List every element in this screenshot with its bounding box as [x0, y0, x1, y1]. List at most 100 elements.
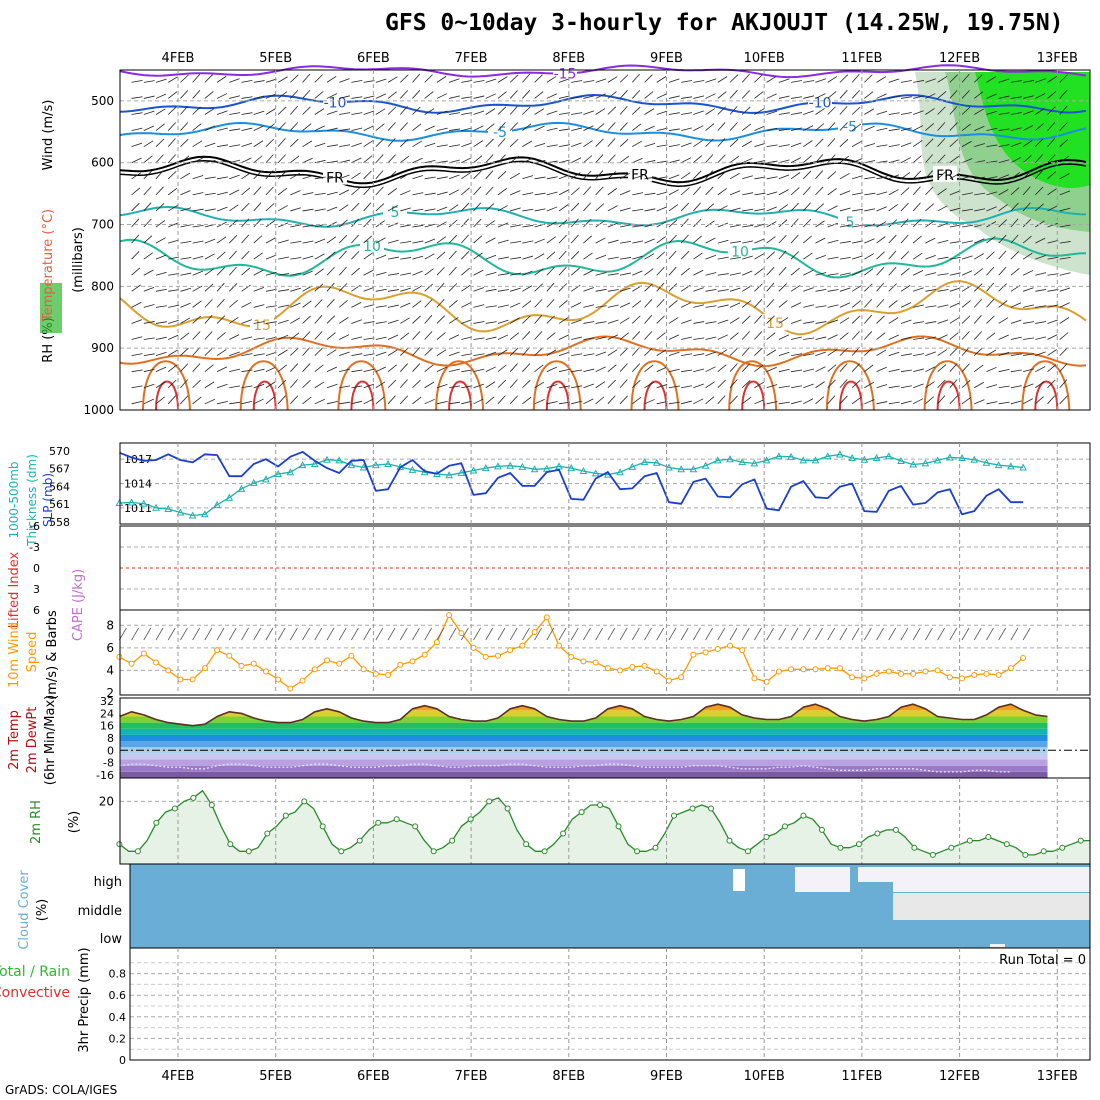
wind-barb — [827, 154, 836, 164]
wind-barb — [668, 128, 680, 131]
wind-barb — [436, 401, 448, 405]
thickness-marker — [872, 453, 881, 462]
wind-barb — [851, 73, 860, 83]
wind-barb — [912, 252, 923, 260]
wind-barb — [522, 396, 532, 405]
isotherm-label: 15 — [253, 318, 271, 334]
wind-barb — [351, 250, 360, 260]
wind-barb — [461, 353, 473, 356]
wind-barb — [522, 379, 531, 389]
wind-barb — [619, 379, 628, 389]
wind-barb — [155, 154, 164, 163]
wind-barb — [509, 395, 518, 405]
wind-barb — [632, 90, 641, 99]
surface-wind-barb — [595, 627, 604, 641]
wind-barb — [265, 220, 276, 228]
wind-barb — [302, 224, 314, 228]
wind-barb — [595, 254, 607, 260]
wind-barb — [595, 272, 607, 276]
wind-barb — [851, 315, 861, 324]
wind-barb — [607, 273, 619, 276]
wind-barb — [619, 363, 628, 372]
wind-barb — [265, 305, 277, 308]
wind-barb — [449, 385, 461, 389]
wind-barb — [143, 321, 155, 324]
wind-barb — [607, 364, 617, 372]
wind-speed-marker — [641, 662, 648, 669]
wind-barb — [1035, 381, 1045, 389]
surface-wind-barb — [155, 627, 164, 641]
wind-barb — [864, 108, 874, 115]
wind-barb — [570, 251, 580, 260]
wind-barb — [473, 235, 483, 244]
wind-barb — [754, 238, 765, 244]
wind-barb — [937, 379, 946, 389]
wind-barb — [265, 203, 275, 212]
wind-barb — [766, 191, 778, 196]
pressure-tick-label: 900 — [91, 341, 114, 355]
wind-barb — [277, 76, 288, 83]
wind-barb — [632, 208, 644, 212]
wind-barb — [900, 353, 912, 356]
wind-barb — [192, 255, 204, 260]
wind-barb — [363, 80, 375, 83]
wind-barb — [729, 105, 738, 115]
wind-speed-marker — [226, 652, 233, 659]
wind-barb — [741, 106, 751, 115]
wind-barb — [839, 395, 848, 405]
wind-barb — [571, 157, 582, 164]
wind-barb — [534, 142, 546, 148]
surface-wind-barb — [570, 627, 579, 641]
wind-barb — [1022, 218, 1032, 228]
wind-barb — [241, 319, 252, 324]
wind-barb — [143, 110, 155, 115]
wind-barb — [998, 159, 1010, 164]
wind-barb — [937, 334, 948, 340]
rh2m-marker — [134, 848, 141, 855]
wind-barb — [668, 368, 680, 373]
wind-barb — [363, 218, 372, 228]
wind-barb — [253, 368, 265, 373]
wind-speed-marker — [385, 671, 392, 678]
wind-barb — [827, 364, 837, 372]
wind-barb — [558, 300, 568, 308]
wind-barb — [1047, 122, 1056, 131]
wind-barb — [742, 192, 754, 196]
wind-barb — [607, 91, 617, 99]
wind-barb — [693, 337, 705, 340]
wind-barb — [888, 317, 899, 324]
surface-wind-barb — [656, 627, 665, 641]
wind-barb — [619, 74, 629, 83]
thickness-marker — [982, 458, 991, 466]
wind-barb — [778, 266, 787, 276]
wind-barb — [595, 396, 605, 405]
wind-barb — [1047, 319, 1059, 324]
wind-barb — [766, 160, 778, 164]
lifted-index-tick-label: -6 — [29, 520, 40, 533]
wind-barb — [815, 93, 826, 99]
wind-barb — [143, 252, 153, 260]
wind-barb — [742, 224, 754, 228]
wind-barb — [473, 186, 482, 196]
wind-barb — [375, 351, 387, 356]
wind-barb — [351, 369, 363, 373]
wind-barb — [937, 106, 946, 115]
wind-barb — [277, 138, 286, 147]
wind-barb — [448, 78, 460, 83]
isotherm-label: 15 — [766, 316, 784, 332]
wind-barb — [680, 157, 692, 164]
wind-barb — [961, 90, 970, 99]
wind-barb — [180, 172, 191, 180]
wind-barb — [974, 125, 985, 131]
wind-barb — [558, 189, 569, 196]
thickness-marker — [139, 499, 148, 507]
wind-barb — [204, 283, 214, 292]
wind-barb — [558, 401, 570, 405]
wind-barb — [766, 332, 776, 340]
wind-barb — [461, 302, 472, 308]
wind-barb — [620, 224, 631, 228]
wind-barb — [668, 266, 677, 276]
wind-barb — [436, 349, 447, 356]
wind-barb — [1010, 267, 1020, 276]
wind-barb — [705, 237, 716, 244]
